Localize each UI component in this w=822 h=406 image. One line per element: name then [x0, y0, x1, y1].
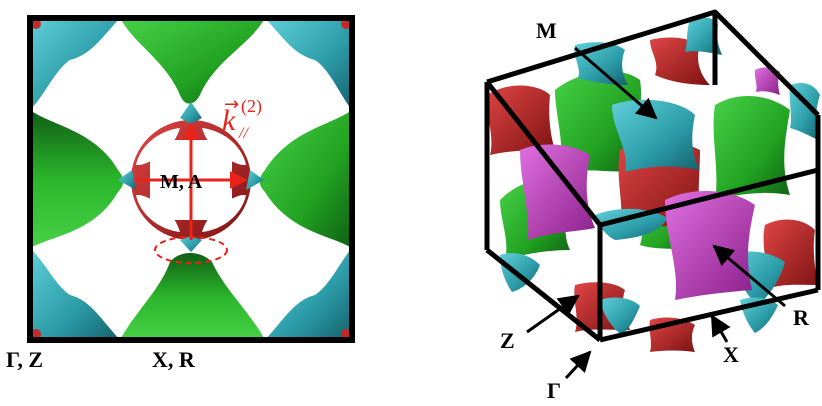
magenta-sheet-left [520, 144, 595, 240]
edge-label: X, R [152, 347, 196, 372]
cyan-sheet-lower-left [500, 253, 540, 292]
green-sheet-bottom [120, 253, 265, 340]
label-gamma: Γ [547, 378, 561, 403]
green-sheet-top [120, 18, 265, 104]
k-vector-arrow-glyph: → [224, 94, 239, 115]
magenta-sheet-top-right [754, 67, 780, 95]
cube-back-bottom-edge [485, 248, 602, 342]
pointer-r [712, 244, 786, 308]
pointer-m [574, 46, 658, 120]
k-vector-superscript: (2) [241, 96, 262, 117]
cyan-pocket-top-right [265, 18, 352, 110]
cyan-pocket-bottom-right [265, 248, 352, 340]
red-dot-top-right [341, 19, 351, 29]
label-x: X [723, 342, 739, 367]
k-vector-subscript: // [238, 125, 249, 142]
cube-front-bottom-edge [599, 287, 819, 343]
k-vector-label: k → // (2) [222, 94, 262, 142]
cyan-neck-bottom [180, 236, 202, 252]
cyan-neck-left [118, 170, 136, 190]
cyan-sheet-front-bottom-left [600, 297, 640, 335]
red-dot-top-left [31, 19, 41, 29]
red-dot-bottom-left [31, 329, 41, 339]
center-label: M, A [160, 171, 203, 193]
cyan-neck-top [180, 102, 202, 124]
label-r: R [793, 305, 810, 330]
pointer-z [526, 294, 580, 334]
pointer-gamma [564, 350, 592, 380]
cyan-sheet-m [612, 99, 700, 172]
label-z: Z [500, 328, 515, 353]
pointer-x [710, 314, 731, 343]
green-sheet-right [259, 110, 352, 248]
cyan-sheet-front-top [595, 208, 668, 240]
dashed-neck-highlight [154, 236, 228, 264]
left-frame [27, 15, 355, 343]
cyan-pocket-bottom-left [30, 248, 120, 340]
green-sheet-back-right [713, 95, 790, 200]
cube-wireframe [484, 9, 821, 343]
cyan-pocket-top-left [30, 18, 120, 110]
green-sheet-left [30, 110, 124, 248]
magenta-sheet-r [665, 190, 755, 300]
corner-label: Γ, Z [6, 347, 43, 372]
red-dot-bottom-right [341, 329, 351, 339]
label-m: M [536, 18, 557, 43]
k-vector-symbol: k [222, 104, 236, 137]
cyan-neck-right [246, 170, 264, 190]
